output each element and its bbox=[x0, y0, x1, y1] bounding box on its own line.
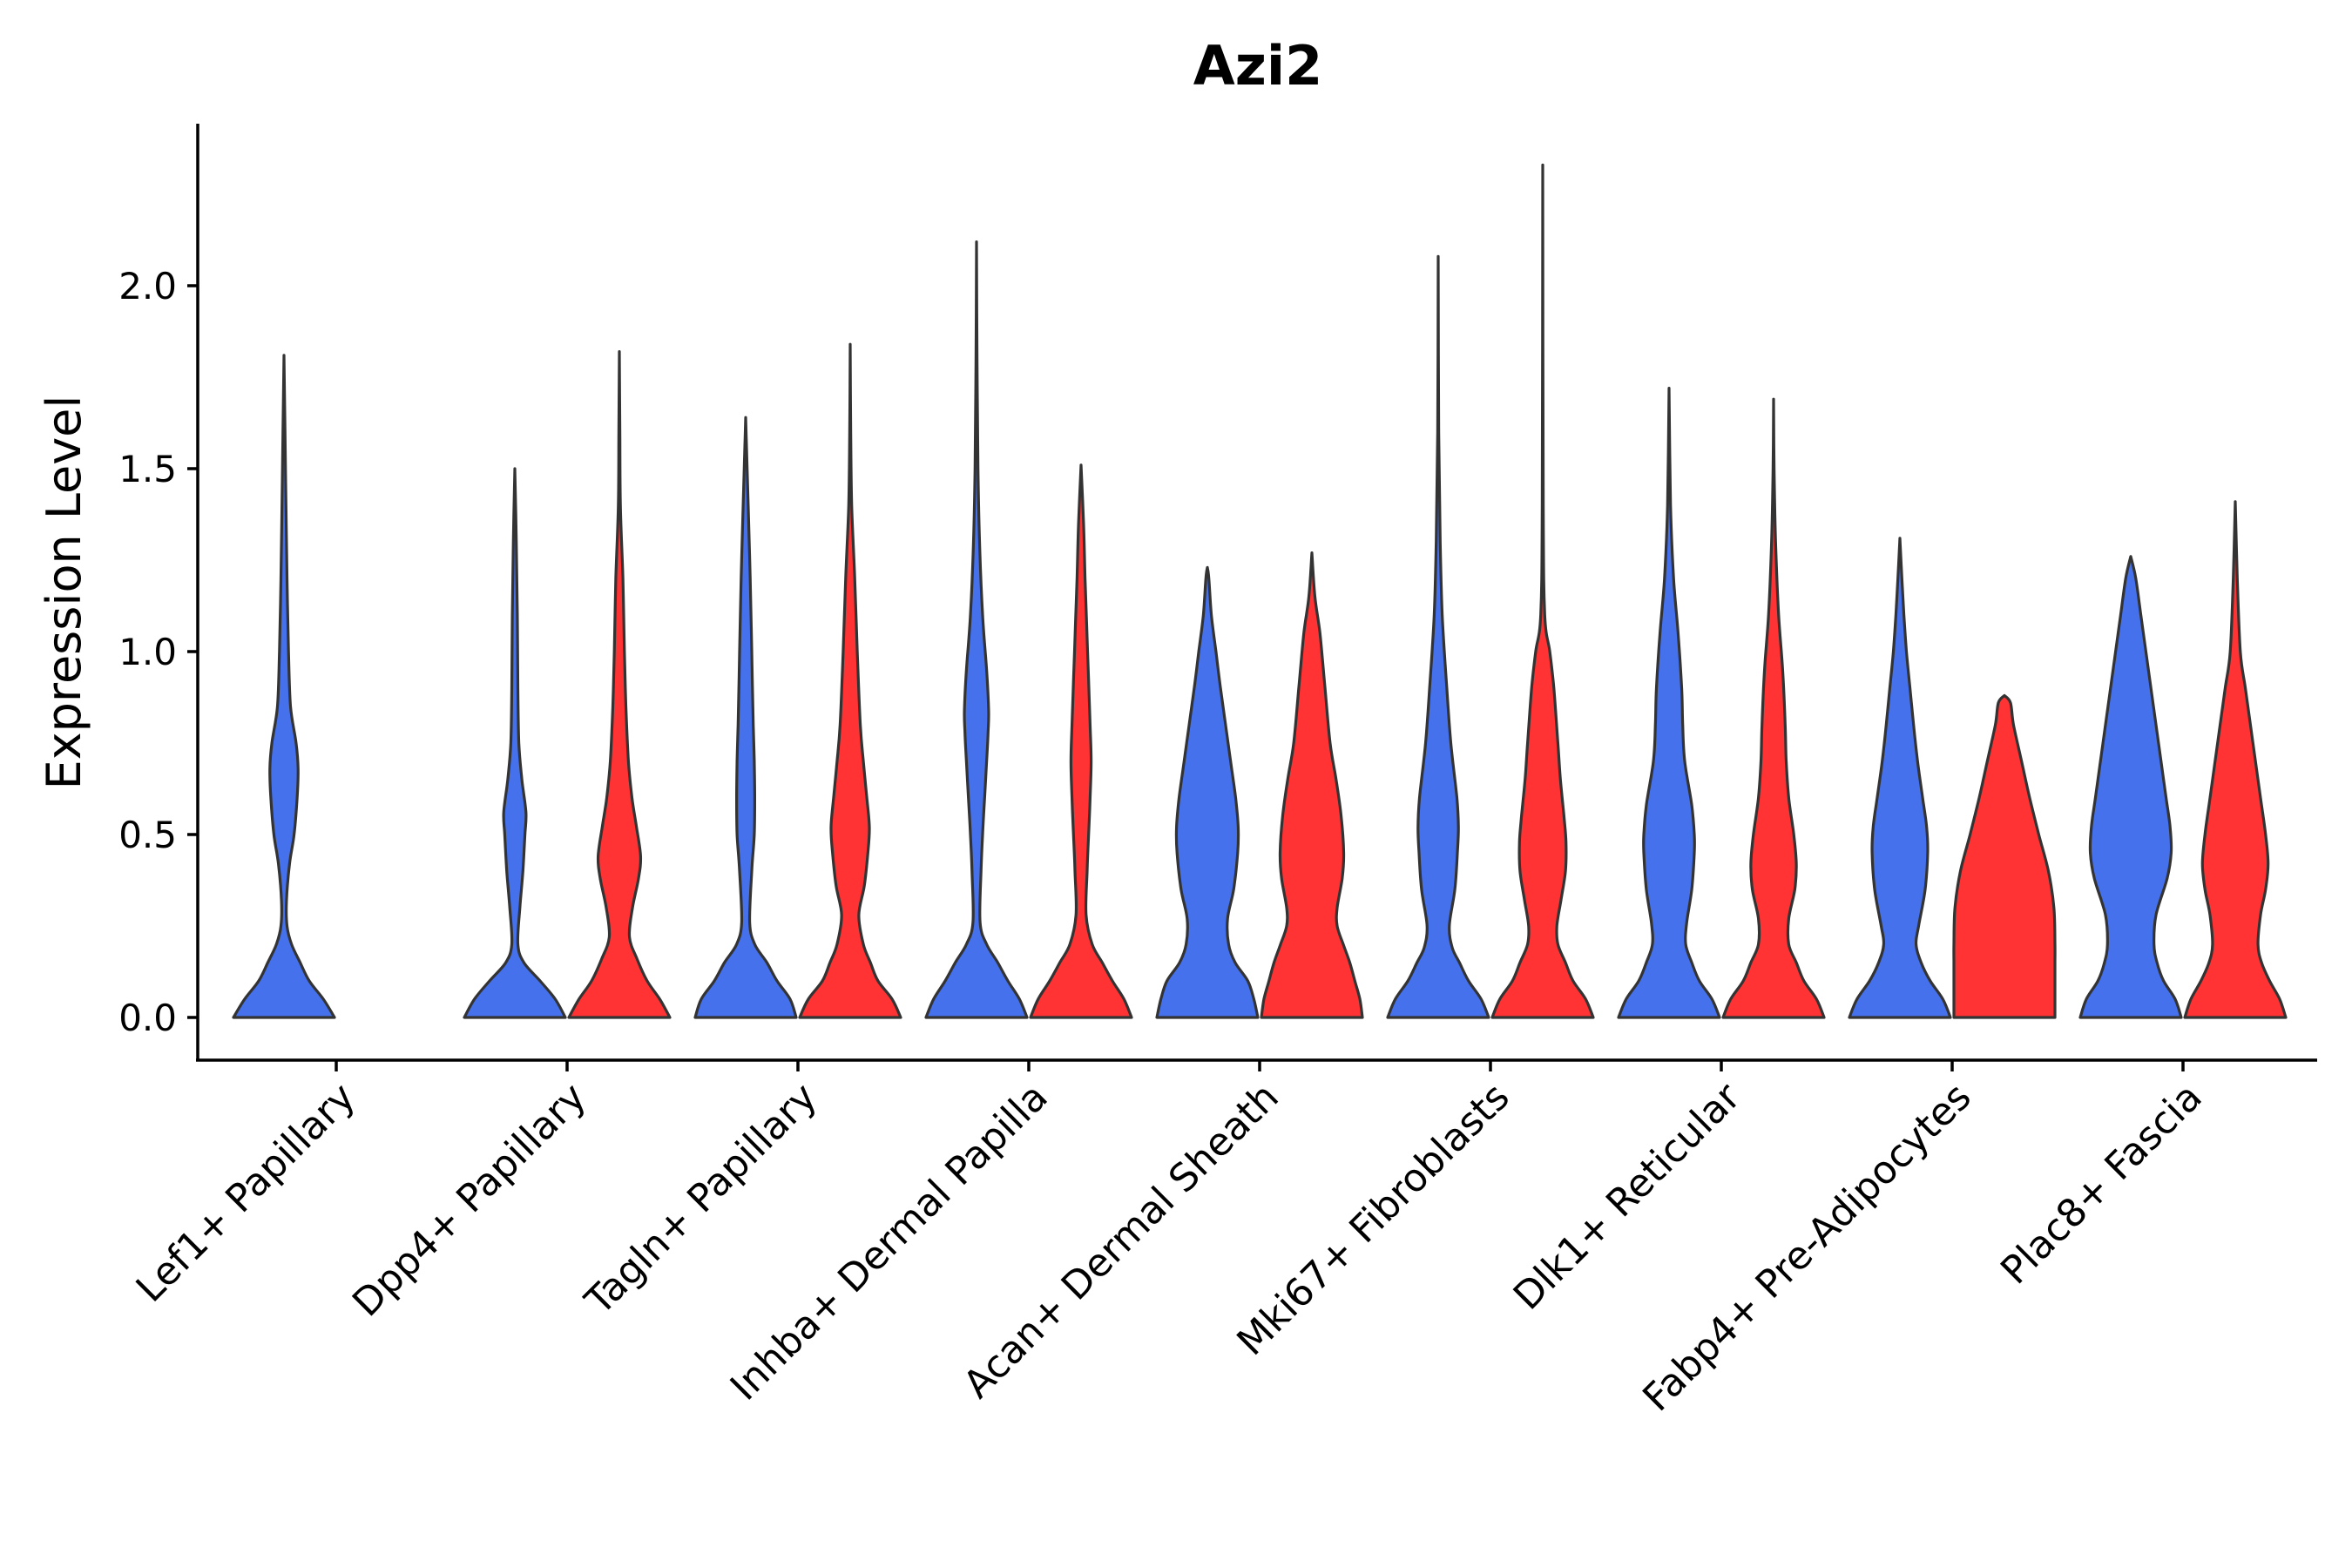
violin-fabp4-pre-adipocytes-group1 bbox=[1848, 537, 1952, 1019]
violin-plac8-fascia-group1 bbox=[2078, 555, 2183, 1019]
violin-dpp4-papillary-group2 bbox=[567, 350, 672, 1019]
violin-tagln-papillary-group2 bbox=[798, 342, 902, 1019]
violin-acan-dermal-sheath-group2 bbox=[1260, 551, 1364, 1019]
violin-mki67-fibroblasts-group2 bbox=[1490, 163, 1595, 1019]
violin-lef1-papillary-group1 bbox=[232, 354, 336, 1019]
y-tick-label: 1.0 bbox=[118, 631, 177, 673]
violin-tagln-papillary-group1 bbox=[693, 416, 798, 1019]
y-axis-label: Expression Level bbox=[37, 395, 91, 790]
y-tick-label: 0.5 bbox=[118, 814, 177, 856]
violin-inhba-dermal-papilla-group1 bbox=[924, 240, 1029, 1019]
violin-plac8-fascia-group2 bbox=[2183, 500, 2288, 1019]
violin-dlk1-reticular-group1 bbox=[1617, 387, 1721, 1019]
violin-acan-dermal-sheath-group1 bbox=[1155, 565, 1260, 1019]
x-tick-label: Plac8+ Fascia bbox=[1992, 1075, 2211, 1294]
x-tick-label: Tagln+ Papillary bbox=[577, 1075, 826, 1324]
violin-dlk1-reticular-group2 bbox=[1721, 397, 1826, 1019]
y-tick-label: 1.5 bbox=[118, 448, 177, 490]
x-tick-label: Dpp4+ Papillary bbox=[344, 1075, 595, 1326]
x-tick-label: Lef1+ Papillary bbox=[128, 1075, 364, 1311]
x-tick-label: Dlk1+ Reticular bbox=[1505, 1074, 1750, 1319]
violin-mki67-fibroblasts-group1 bbox=[1386, 254, 1490, 1019]
y-tick-label: 2.0 bbox=[118, 265, 177, 308]
violin-dpp4-papillary-group1 bbox=[463, 467, 567, 1019]
axes-layer bbox=[196, 124, 2317, 1062]
y-tick-label: 0.0 bbox=[118, 997, 177, 1039]
y-ticks-layer: 0.0 0.5 1.0 1.5 2.0 bbox=[118, 265, 198, 1039]
chart-title: Azi2 bbox=[1193, 34, 1322, 98]
violin-fabp4-pre-adipocytes-group2 bbox=[1952, 693, 2057, 1019]
violin-inhba-dermal-papilla-group2 bbox=[1029, 463, 1133, 1019]
violins-layer bbox=[232, 163, 2288, 1019]
